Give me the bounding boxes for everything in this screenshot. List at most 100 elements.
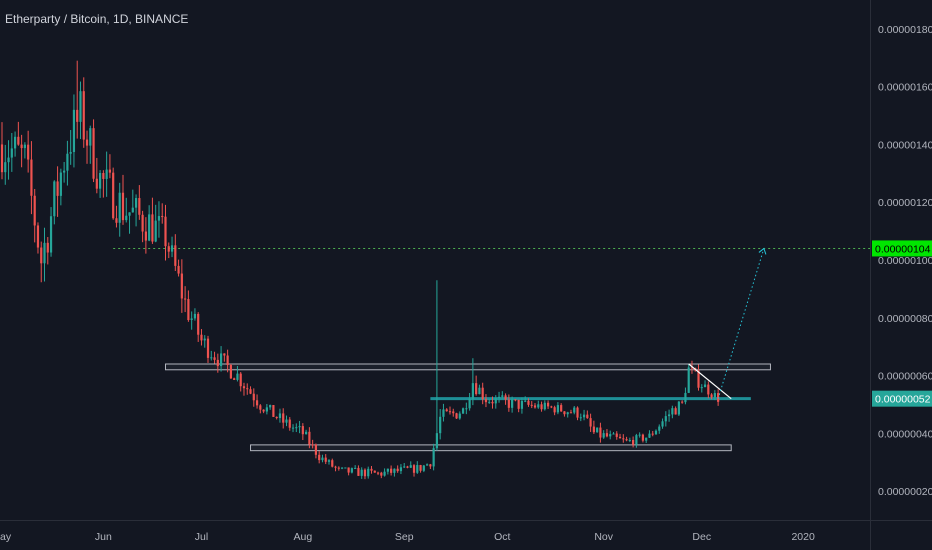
candle: [340, 467, 344, 470]
candle: [275, 416, 278, 420]
candle: [517, 399, 520, 413]
candle-body: [677, 401, 680, 415]
candle: [311, 439, 314, 449]
candle-body: [85, 139, 89, 146]
candle-body: [641, 434, 645, 441]
candle: [148, 205, 151, 242]
candle: [154, 204, 157, 243]
candle-body: [46, 242, 49, 253]
candle-body: [265, 407, 268, 412]
candle-body: [344, 467, 347, 469]
candle-body: [465, 408, 468, 410]
candle-body: [690, 367, 694, 369]
x-tick-label: Nov: [594, 531, 613, 543]
y-tick-label: 0.00000100: [878, 255, 932, 267]
candle-body: [128, 212, 131, 216]
candle: [354, 465, 357, 469]
candle: [612, 432, 615, 435]
candle: [488, 399, 491, 404]
candle: [713, 390, 716, 401]
candle-body: [229, 365, 232, 379]
candle: [219, 346, 223, 372]
candle-body: [380, 472, 383, 476]
candle: [105, 151, 108, 197]
candle-body: [17, 136, 20, 145]
candle: [7, 140, 10, 180]
candle: [416, 461, 419, 474]
candle: [223, 353, 226, 362]
candle: [461, 407, 465, 414]
candle: [409, 461, 412, 468]
candle-body: [318, 454, 321, 461]
candle: [622, 434, 625, 443]
candles: [0, 60, 720, 480]
candle: [118, 182, 121, 237]
candle: [318, 451, 321, 464]
candle: [259, 404, 262, 414]
candle: [514, 399, 517, 402]
candle-body: [370, 468, 373, 471]
candle: [605, 429, 609, 438]
projection-arrow-line: [717, 248, 765, 399]
y-tick-label: 0.00000060: [878, 371, 932, 383]
candle-body: [455, 413, 458, 419]
candle-body: [707, 384, 710, 395]
candle-body: [59, 172, 62, 196]
candle: [161, 203, 164, 224]
candle-body: [138, 198, 141, 215]
candle-body: [161, 216, 164, 218]
candle-body: [592, 426, 595, 433]
candle: [331, 458, 334, 468]
candle-body: [658, 426, 661, 431]
candle: [350, 467, 353, 474]
candle: [33, 188, 36, 243]
candle: [233, 377, 236, 380]
x-tick-label: ay: [0, 531, 12, 543]
candle-body: [628, 439, 631, 441]
candle-body: [530, 404, 533, 406]
x-tick-label: 2020: [791, 531, 815, 543]
candle-body: [216, 359, 219, 367]
candle-body: [305, 431, 308, 435]
candle: [638, 432, 641, 438]
candle-body: [357, 467, 360, 476]
candle-body: [291, 427, 295, 429]
candle-body: [13, 136, 17, 149]
candle: [445, 408, 448, 412]
candle: [599, 422, 602, 443]
candle-body: [399, 467, 403, 472]
candle: [543, 400, 546, 411]
candle: [687, 364, 690, 394]
candle: [435, 280, 439, 451]
candle-body: [386, 468, 389, 472]
candle-body: [605, 433, 609, 437]
candle: [249, 386, 252, 395]
candle: [200, 329, 203, 346]
candle: [278, 408, 282, 423]
candle-body: [582, 414, 586, 418]
candle-body: [242, 386, 246, 389]
candle-body: [573, 407, 576, 413]
candle: [184, 286, 187, 313]
candle: [20, 134, 23, 168]
candle: [79, 81, 82, 140]
candle: [206, 335, 210, 363]
candle-body: [53, 181, 56, 217]
candle: [576, 406, 579, 421]
candle-body: [321, 457, 324, 461]
candle-body: [556, 405, 559, 413]
candle-body: [615, 433, 618, 437]
candle-body: [396, 468, 399, 472]
candle-body: [419, 465, 422, 471]
candle-body: [409, 465, 412, 468]
candle: [546, 400, 550, 409]
candle: [190, 311, 193, 330]
candle: [452, 408, 455, 417]
candle: [102, 170, 105, 198]
candle: [265, 403, 268, 415]
candle-body: [82, 91, 85, 140]
candle-body: [174, 245, 177, 266]
candle: [563, 411, 566, 417]
